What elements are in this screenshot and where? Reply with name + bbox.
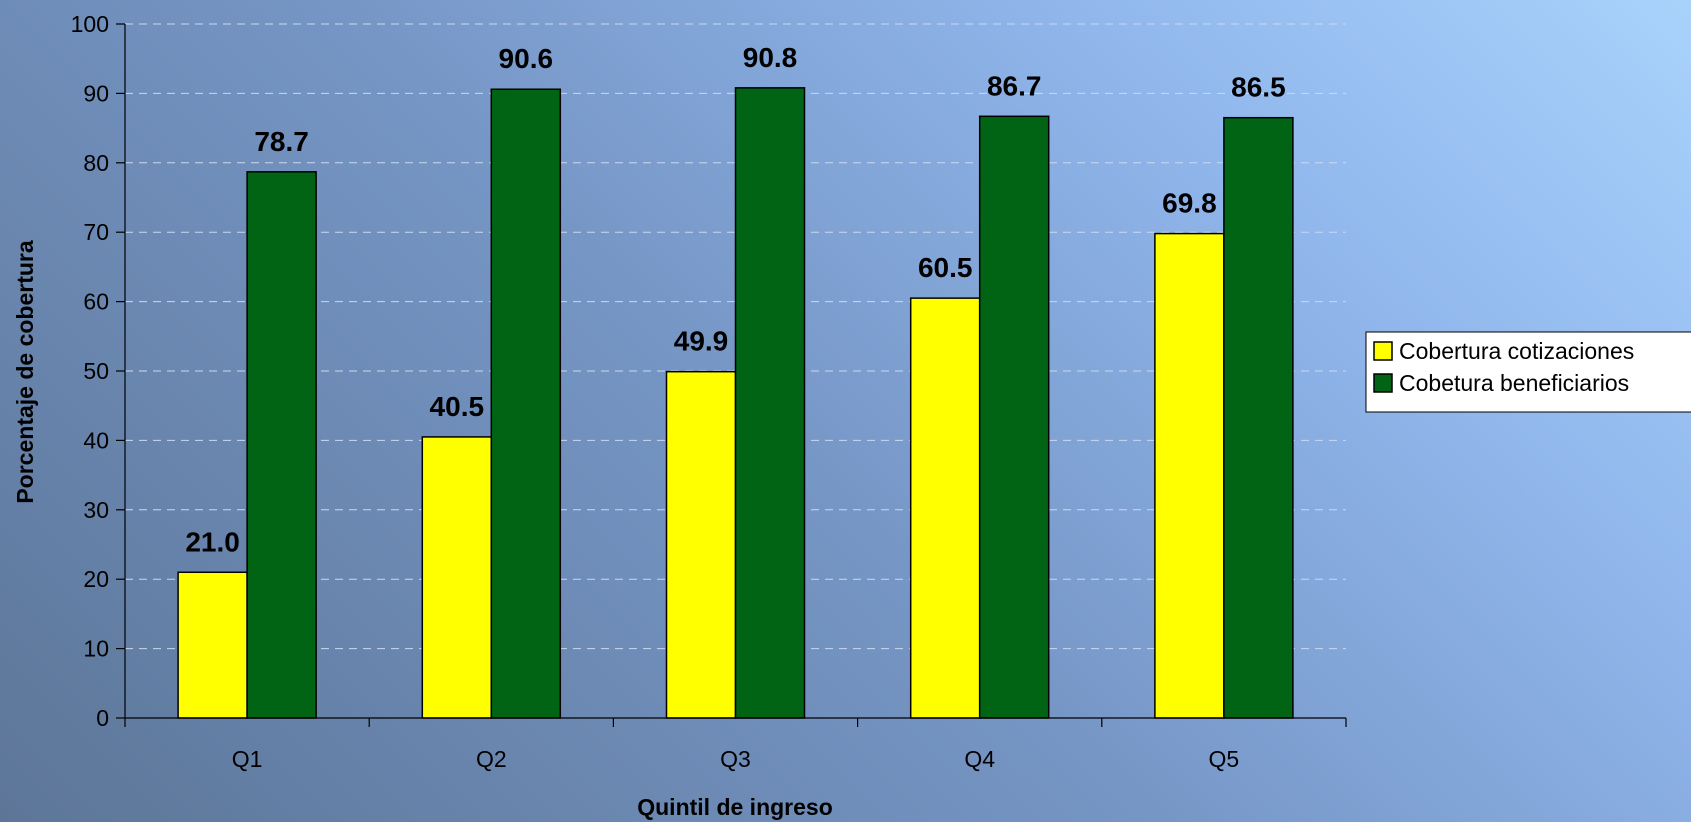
y-tick-label-10: 10 — [83, 636, 109, 662]
axes — [116, 23, 1347, 727]
bar-series1-q3 — [665, 370, 737, 719]
x-tick-label-q2: Q2 — [476, 746, 507, 772]
bar-series1-q1 — [177, 571, 248, 719]
y-tick-label-80: 80 — [83, 150, 109, 176]
x-axis-title: Quintil de ingreso — [637, 794, 833, 820]
data-label-series1-q1: 21.0 — [185, 526, 240, 557]
y-tick-label-100: 100 — [71, 11, 109, 37]
bar-series2-q5 — [1223, 116, 1294, 719]
y-tick-label-30: 30 — [83, 497, 109, 523]
data-label-series2-q3: 90.8 — [743, 42, 798, 73]
y-tick-label-40: 40 — [83, 427, 109, 453]
gridlines — [125, 23, 1346, 650]
y-tick-label-0: 0 — [96, 705, 109, 731]
y-tick-label-60: 60 — [83, 289, 109, 315]
bar-series1-q2 — [421, 436, 493, 719]
bars — [177, 87, 1294, 719]
legend-label-beneficiarios: Cobetura beneficiarios — [1399, 370, 1629, 396]
data-label-series2-q5: 86.5 — [1231, 72, 1286, 103]
y-tick-label-50: 50 — [83, 358, 109, 384]
y-tick-label-70: 70 — [83, 219, 109, 245]
x-tick-label-q1: Q1 — [232, 746, 263, 772]
x-tick-label-q3: Q3 — [720, 746, 751, 772]
x-tick-labels: Q1 Q2 Q3 Q4 Q5 — [232, 746, 1239, 772]
y-tick-label-90: 90 — [83, 80, 109, 106]
bar-series2-q4 — [978, 115, 1050, 719]
data-label-series1-q2: 40.5 — [430, 391, 485, 422]
data-label-series1-q4: 60.5 — [918, 252, 973, 283]
data-labels: 21.0 40.5 49.9 60.5 69.8 78.7 90.6 90.8 86.7 86.5 — [185, 42, 1285, 557]
bar-series2-q1 — [246, 171, 317, 719]
y-axis-title: Porcentaje de cobertura — [12, 240, 38, 504]
y-tick-label-20: 20 — [83, 566, 109, 592]
x-tick-label-q4: Q4 — [964, 746, 995, 772]
x-tick-label-q5: Q5 — [1209, 746, 1240, 772]
data-label-series2-q2: 90.6 — [499, 43, 554, 74]
data-label-series2-q4: 86.7 — [987, 70, 1042, 101]
bar-series1-q4 — [909, 297, 981, 719]
data-label-series2-q1: 78.7 — [254, 126, 309, 157]
legend: Cobertura cotizaciones Cobetura benefici… — [1365, 331, 1691, 413]
legend-label-cotizaciones: Cobertura cotizaciones — [1399, 338, 1634, 364]
legend-swatch-cotizaciones — [1373, 341, 1393, 361]
y-tick-labels: 0 10 20 30 40 50 60 70 80 90 100 — [71, 11, 109, 731]
bar-series2-q2 — [490, 88, 562, 719]
bar-series2-q3 — [734, 87, 806, 719]
data-label-series1-q3: 49.9 — [674, 326, 729, 357]
legend-swatch-beneficiarios — [1373, 373, 1393, 393]
bar-series1-q5 — [1154, 232, 1225, 719]
data-label-series1-q5: 69.8 — [1162, 188, 1217, 219]
legend-box — [1365, 331, 1691, 413]
